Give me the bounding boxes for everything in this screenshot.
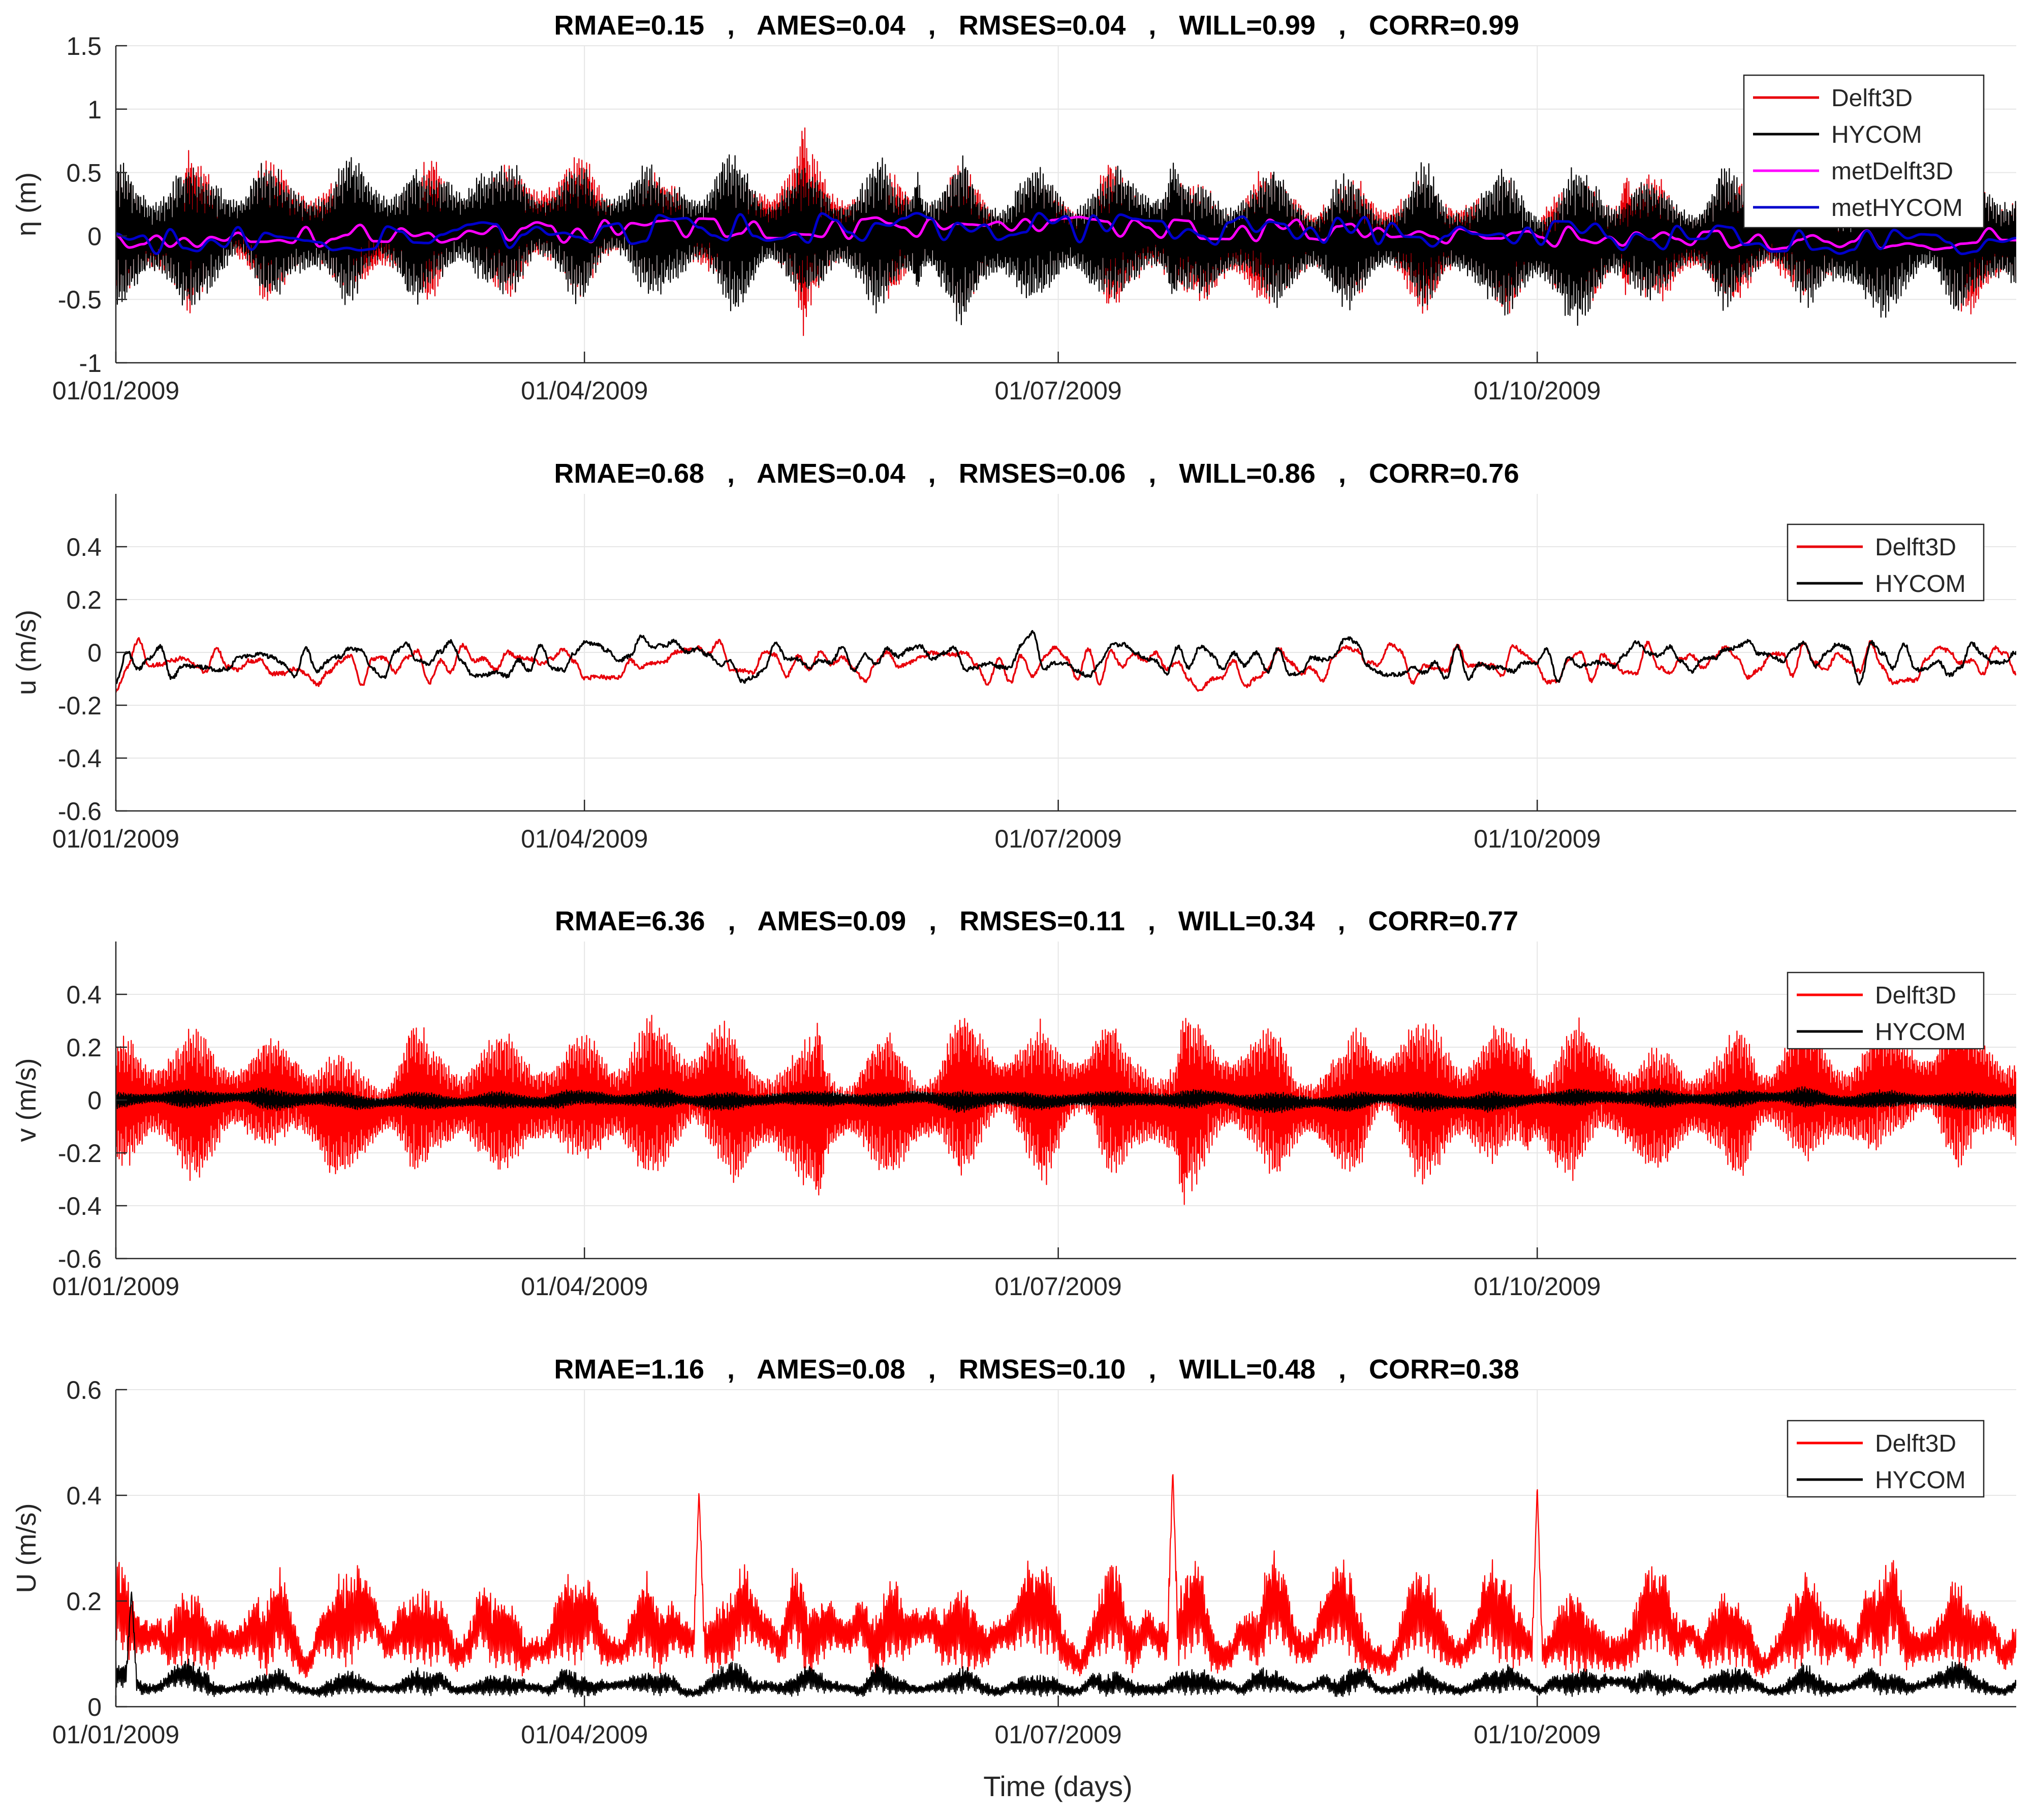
legend-box — [1787, 1420, 1985, 1498]
y-tick-label: 0 — [87, 1693, 102, 1721]
series-line-metdelft3d — [116, 215, 2016, 251]
legend-label-hycom: HYCOM — [1875, 1019, 1966, 1046]
x-tick-label: 01/01/2009 — [52, 825, 179, 853]
panel-1: -1 -0.5 0 0.5 1 1.5 01/01/2009 01/04/2009 01/07/… — [11, 10, 2016, 405]
panel-4: 0 0.2 0.4 0.6 01/01/2009 01/04/2009 01/07/2009… — [11, 1354, 2016, 1749]
y-tick-label: -0.5 — [58, 286, 102, 314]
y-tick-label: 0.4 — [66, 1482, 102, 1510]
y-tick-label: -0.6 — [58, 797, 102, 826]
x-tick-label: 01/01/2009 — [52, 1272, 179, 1301]
series-group — [116, 127, 2016, 336]
series-group — [116, 1474, 2016, 1698]
legend-label-metdelft3d: metDelft3D — [1831, 158, 1953, 185]
panel-3: -0.6 -0.4 -0.2 0 0.2 0.4 01/01/2009 01/04/2009 0… — [11, 906, 2016, 1301]
y-tick-label: -0.4 — [58, 744, 102, 773]
y-tick-label: 0.2 — [66, 1033, 102, 1062]
x-tick-label: 01/07/2009 — [995, 825, 1122, 853]
x-axis-label: Time (days) — [983, 1770, 1133, 1802]
chart-title: RMAE=0.15 , AMES=0.04 , RMSES=0.04 , WIL… — [554, 10, 1519, 41]
y-axis-label: U (m/s) — [11, 1503, 42, 1593]
panel-2: -0.6 -0.4 -0.2 0 0.2 0.4 01/01/2009 01/04/2009 0… — [11, 458, 2016, 853]
y-axis-label: η (m) — [11, 172, 42, 236]
legend-label-delft3d: Delft3D — [1831, 85, 1913, 112]
series-line-hycom — [116, 630, 2016, 686]
series-line-delft3d — [116, 637, 2016, 693]
x-tick-label: 01/01/2009 — [52, 1720, 179, 1749]
legend-label-delft3d: Delft3D — [1875, 1430, 1956, 1457]
legend-box — [1743, 74, 1985, 229]
y-tick-label: -0.2 — [58, 1139, 102, 1168]
y-tick-label: 1.5 — [66, 32, 102, 60]
y-tick-label: 0 — [87, 1086, 102, 1115]
y-tick-label: 0.5 — [66, 159, 102, 187]
legend-label-hycom: HYCOM — [1875, 571, 1966, 598]
x-tick-label: 01/10/2009 — [1474, 376, 1601, 405]
legend-box — [1787, 971, 1985, 1050]
x-tick-label: 01/10/2009 — [1474, 1272, 1601, 1301]
series-line-hycom — [116, 1086, 2016, 1113]
x-tick-label: 01/10/2009 — [1474, 825, 1601, 853]
y-tick-label: 0.2 — [66, 1587, 102, 1616]
y-tick-label: 1 — [87, 96, 102, 124]
panels: -1 -0.5 0 0.5 1 1.5 01/01/2009 01/04/2009 01/07/… — [11, 10, 2016, 1749]
x-tick-label: 01/04/2009 — [521, 825, 648, 853]
y-axis-label: u (m/s) — [11, 610, 42, 695]
series-group — [116, 1002, 2016, 1205]
y-tick-label: 0 — [87, 222, 102, 250]
y-tick-label: 0.2 — [66, 586, 102, 614]
series-line-hycom — [116, 1591, 2016, 1698]
y-tick-label: -0.2 — [58, 692, 102, 720]
y-tick-label: 0 — [87, 639, 102, 667]
y-axis-label: v (m/s) — [11, 1058, 42, 1142]
y-tick-label: 0.6 — [66, 1376, 102, 1404]
series-line-methycom — [116, 212, 2016, 256]
legend-label-delft3d: Delft3D — [1875, 982, 1956, 1009]
legend-box — [1787, 523, 1985, 602]
legend: Delft3D HYCOM — [1787, 971, 1985, 1050]
legend-label-hycom: HYCOM — [1875, 1467, 1966, 1494]
legend: Delft3D HYCOM — [1787, 523, 1985, 602]
legend-label-delft3d: Delft3D — [1875, 534, 1956, 561]
x-tick-label: 01/07/2009 — [995, 1720, 1122, 1749]
y-tick-label: -1 — [79, 349, 102, 378]
series-line-delft3d — [116, 1474, 2016, 1680]
chart-title: RMAE=0.68 , AMES=0.04 , RMSES=0.06 , WIL… — [554, 458, 1519, 489]
x-tick-label: 01/04/2009 — [521, 1272, 648, 1301]
legend-label-hycom: HYCOM — [1831, 121, 1922, 148]
series-line-hycom — [116, 154, 2016, 326]
chart-title: RMAE=1.16 , AMES=0.08 , RMSES=0.10 , WIL… — [554, 1354, 1519, 1385]
y-tick-label: 0.4 — [66, 981, 102, 1009]
x-tick-label: 01/04/2009 — [521, 376, 648, 405]
legend: Delft3D HYCOM metDelft3D metHYCOM — [1743, 74, 1985, 229]
x-tick-label: 01/10/2009 — [1474, 1720, 1601, 1749]
x-tick-label: 01/07/2009 — [995, 376, 1122, 405]
x-tick-label: 01/04/2009 — [521, 1720, 648, 1749]
y-tick-label: -0.6 — [58, 1245, 102, 1273]
x-tick-label: 01/07/2009 — [995, 1272, 1122, 1301]
legend-label-methycom: metHYCOM — [1831, 195, 1963, 222]
y-tick-label: -0.4 — [58, 1192, 102, 1220]
y-tick-label: 0.4 — [66, 533, 102, 561]
series-group — [116, 630, 2016, 693]
x-tick-label: 01/01/2009 — [52, 376, 179, 405]
chart-title: RMAE=6.36 , AMES=0.09 , RMSES=0.11 , WIL… — [555, 906, 1518, 936]
legend: Delft3D HYCOM — [1787, 1420, 1985, 1498]
